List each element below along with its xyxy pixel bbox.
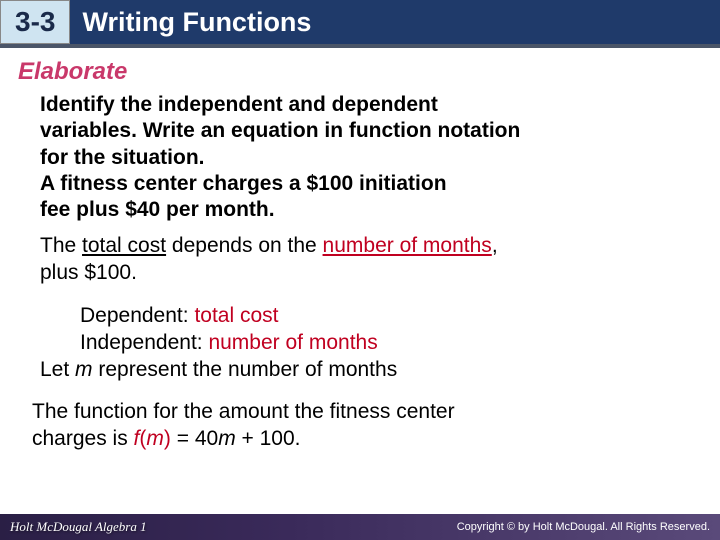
footer: Holt McDougal Algebra 1 Copyright © by H… (0, 514, 720, 540)
label: Independent: (80, 331, 208, 354)
copyright-text: Copyright © by Holt McDougal. All Rights… (457, 521, 710, 533)
problem-statement: Identify the independent and dependent v… (40, 92, 688, 223)
problem-line: fee plus $40 per month. (40, 198, 275, 221)
text: The (40, 234, 82, 257)
text: represent the number of months (93, 358, 398, 381)
variables-block: Dependent: total cost Independent: numbe… (40, 302, 688, 384)
text: charges is (32, 427, 134, 450)
result-function: The function for the amount the fitness … (32, 398, 688, 453)
fn-paren: ) (164, 427, 171, 450)
variable-m: m (218, 427, 236, 450)
page-title: Writing Functions (70, 0, 720, 44)
independent-underline: number of months (323, 234, 492, 257)
dependent-value: total cost (194, 304, 278, 327)
text: plus $100. (40, 261, 137, 284)
independent-line: Independent: number of months (40, 329, 688, 356)
text: , (492, 234, 498, 257)
variable-m: m (75, 358, 93, 381)
label: Dependent: (80, 304, 194, 327)
text: Let (40, 358, 75, 381)
let-line: Let m represent the number of months (40, 356, 688, 383)
problem-line: for the situation. (40, 146, 205, 169)
section-label: Elaborate (0, 48, 720, 92)
problem-line: A fitness center charges a $100 initiati… (40, 172, 447, 195)
footer-copyright: Copyright © by Holt McDougal. All Rights… (457, 521, 710, 533)
header: 3-3 Writing Functions (0, 0, 720, 48)
problem-line: Identify the independent and dependent (40, 93, 438, 116)
chapter-badge: 3-3 (0, 0, 70, 44)
content: Identify the independent and dependent v… (0, 92, 720, 452)
problem-line: variables. Write an equation in function… (40, 119, 520, 142)
dependent-underline: total cost (82, 234, 166, 257)
text: depends on the (166, 234, 322, 257)
text: + 100. (236, 427, 301, 450)
dependent-line: Dependent: total cost (40, 302, 688, 329)
fn-m: m (146, 427, 164, 450)
footer-brand: Holt McDougal Algebra 1 (10, 519, 147, 535)
explanation: The total cost depends on the number of … (40, 233, 688, 286)
text: = 40 (171, 427, 218, 450)
independent-value: number of months (208, 331, 377, 354)
text: The function for the amount the fitness … (32, 400, 455, 423)
